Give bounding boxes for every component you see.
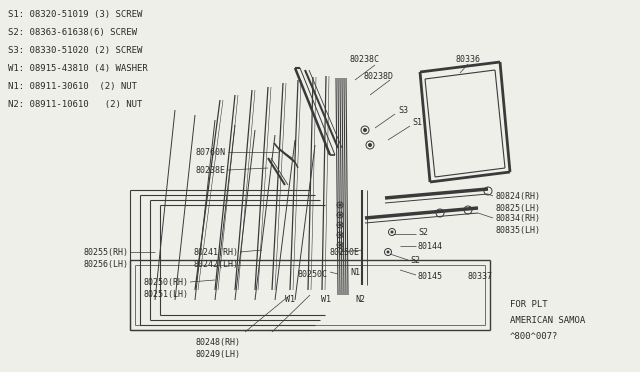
Text: 80144: 80144 <box>418 242 443 251</box>
Text: 80251(LH): 80251(LH) <box>143 290 188 299</box>
Circle shape <box>339 234 342 237</box>
Circle shape <box>368 143 372 147</box>
Circle shape <box>363 128 367 132</box>
Text: S2: 08363-61638(6) SCREW: S2: 08363-61638(6) SCREW <box>8 28 137 37</box>
Circle shape <box>339 244 342 247</box>
Text: 80825(LH): 80825(LH) <box>495 204 540 213</box>
Text: S2: S2 <box>418 228 428 237</box>
Circle shape <box>387 250 390 253</box>
Text: AMERICAN SAMOA: AMERICAN SAMOA <box>510 316 585 325</box>
Text: 80238C: 80238C <box>350 55 380 64</box>
Text: S3: 08330-51020 (2) SCREW: S3: 08330-51020 (2) SCREW <box>8 46 142 55</box>
Circle shape <box>339 224 342 227</box>
Text: S1: 08320-51019 (3) SCREW: S1: 08320-51019 (3) SCREW <box>8 10 142 19</box>
Text: 80256(LH): 80256(LH) <box>83 260 128 269</box>
Text: 80824(RH): 80824(RH) <box>495 192 540 201</box>
Text: 80834(RH): 80834(RH) <box>495 214 540 223</box>
Text: N1: N1 <box>350 268 360 277</box>
Text: 80238E: 80238E <box>195 166 225 175</box>
Text: 80250(RH): 80250(RH) <box>143 278 188 287</box>
Text: 80250E: 80250E <box>330 248 360 257</box>
Text: 80835(LH): 80835(LH) <box>495 226 540 235</box>
Text: 80242(LH): 80242(LH) <box>193 260 238 269</box>
Text: N2: 08911-10610   (2) NUT: N2: 08911-10610 (2) NUT <box>8 100 142 109</box>
Text: ^800^007?: ^800^007? <box>510 332 558 341</box>
Text: 80250C: 80250C <box>298 270 328 279</box>
Text: 80241(RH): 80241(RH) <box>193 248 238 257</box>
Text: 80145: 80145 <box>418 272 443 281</box>
Text: 80255(RH): 80255(RH) <box>83 248 128 257</box>
Text: W1: W1 <box>321 295 331 304</box>
Text: 80760N: 80760N <box>195 148 225 157</box>
Text: FOR PLT: FOR PLT <box>510 300 548 309</box>
Circle shape <box>390 231 394 234</box>
Text: 80337: 80337 <box>468 272 493 281</box>
Text: 80248(RH): 80248(RH) <box>195 338 241 347</box>
Text: 80238D: 80238D <box>363 72 393 81</box>
Text: 80249(LH): 80249(LH) <box>195 350 241 359</box>
Text: S2: S2 <box>410 256 420 265</box>
Text: S3: S3 <box>398 106 408 115</box>
Text: W1: 08915-43810 (4) WASHER: W1: 08915-43810 (4) WASHER <box>8 64 148 73</box>
Text: W1: W1 <box>285 295 295 304</box>
Text: N1: 08911-30610  (2) NUT: N1: 08911-30610 (2) NUT <box>8 82 137 91</box>
Circle shape <box>339 214 342 217</box>
Text: N2: N2 <box>355 295 365 304</box>
Circle shape <box>339 203 342 206</box>
Text: 80336: 80336 <box>455 55 480 64</box>
Text: S1: S1 <box>412 118 422 127</box>
